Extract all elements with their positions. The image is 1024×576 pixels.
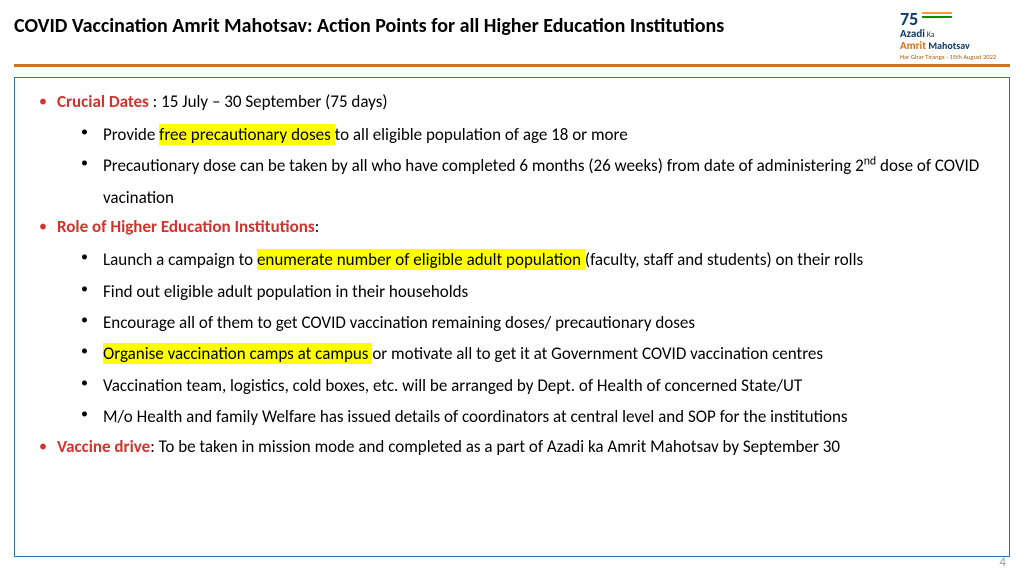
bullet-list-level2: Provide free precautionary doses to all …: [57, 119, 995, 213]
page-number: 4: [999, 555, 1006, 570]
sub-text: Encourage all of them to get COVID vacci…: [103, 312, 695, 333]
list-item: Organise vaccination camps at campus or …: [75, 338, 995, 369]
logo-line3: Mahotsav: [928, 39, 969, 52]
list-item: Vaccine drive: To be taken in mission mo…: [35, 433, 995, 462]
superscript: nd: [864, 155, 877, 169]
amrit-mahotsav-logo: 75 Azadi Ka Amrit Mahotsav Har Ghar Tira…: [900, 10, 1010, 60]
sub-text: Find out eligible adult population in th…: [103, 281, 468, 302]
list-item: Encourage all of them to get COVID vacci…: [75, 307, 995, 338]
sub-text: M/o Health and family Welfare has issued…: [103, 406, 848, 427]
item-head: Crucial Dates: [57, 91, 149, 112]
list-item: Crucial Dates : 15 July – 30 September (…: [35, 88, 995, 213]
slide-header: COVID Vaccination Amrit Mahotsav: Action…: [0, 0, 1024, 60]
sub-text: Launch a campaign to: [103, 249, 257, 270]
logo-line2: Amrit: [900, 39, 926, 52]
item-head: Vaccine drive: [57, 436, 150, 457]
logo-subtitle: Har Ghar Tiranga - 15th August 2022: [900, 54, 996, 61]
header-rule: [14, 64, 1010, 67]
list-item: Provide free precautionary doses to all …: [75, 119, 995, 150]
highlighted-text: enumerate number of eligible adult popul…: [257, 249, 585, 270]
bullet-list-level1: Crucial Dates : 15 July – 30 September (…: [35, 88, 995, 462]
sub-text: Provide: [103, 124, 159, 145]
list-item: Find out eligible adult population in th…: [75, 276, 995, 307]
content-box: Crucial Dates : 15 July – 30 September (…: [14, 77, 1010, 557]
list-item: M/o Health and family Welfare has issued…: [75, 401, 995, 432]
item-head: Role of Higher Education Institutions: [57, 216, 315, 237]
page-title: COVID Vaccination Amrit Mahotsav: Action…: [14, 10, 900, 38]
tricolor-flag-icon: [922, 12, 952, 18]
sub-text: (faculty, staff and students) on their r…: [585, 249, 863, 270]
list-item: Vaccination team, logistics, cold boxes,…: [75, 370, 995, 401]
list-item: Role of Higher Education Institutions: L…: [35, 213, 995, 433]
item-text: : 15 July – 30 September (75 days): [149, 91, 388, 112]
highlighted-text: free precautionary doses: [159, 124, 334, 145]
sub-text: Precautionary dose can be taken by all w…: [103, 155, 864, 176]
highlighted-text: Organise vaccination camps at campus: [103, 343, 372, 364]
list-item: Launch a campaign to enumerate number of…: [75, 244, 995, 275]
sub-text: Vaccination team, logistics, cold boxes,…: [103, 375, 802, 396]
bullet-list-level2: Launch a campaign to enumerate number of…: [57, 244, 995, 433]
logo-text: Azadi Ka Amrit Mahotsav: [900, 28, 970, 51]
item-text: :: [315, 216, 320, 237]
item-text: : To be taken in mission mode and comple…: [150, 436, 840, 457]
sub-text: or motivate all to get it at Government …: [372, 343, 823, 364]
sub-text: to all eligible population of age 18 or …: [335, 124, 628, 145]
list-item: Precautionary dose can be taken by all w…: [75, 150, 995, 213]
